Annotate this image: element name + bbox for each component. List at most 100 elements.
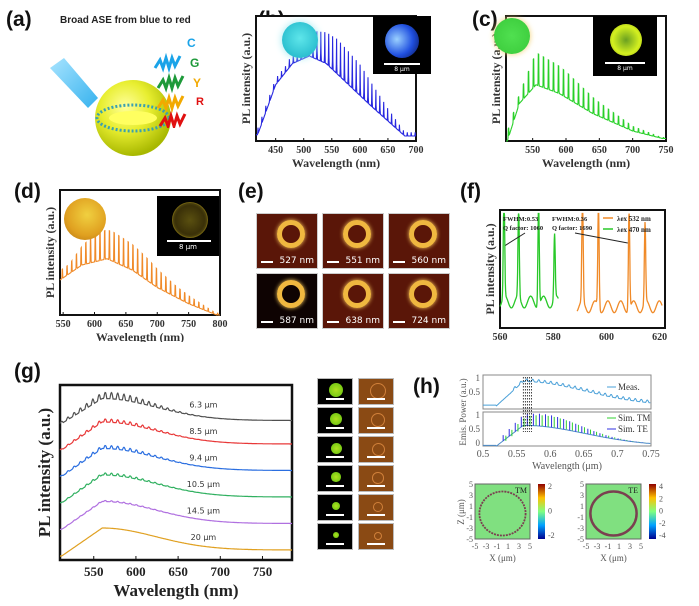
scale-bar [393,261,405,263]
x-axis-label: Wavelength (μm) [532,461,602,472]
x-axis-label: Wavelength (nm) [113,581,238,600]
y-tick-label: 3 [469,491,473,500]
scale-bar [261,321,273,323]
orange-microsphere-photo [64,198,106,240]
x-tick-label: 700 [211,564,231,579]
colorbar-tick-label: 0 [659,507,663,516]
y-tick-label: 1 [476,373,481,383]
x-tick-label: 650 [592,145,607,156]
series-line [59,499,292,531]
inset-fluorescence-c: 8 μm [593,16,657,76]
panel-f-label: (f) [460,180,481,203]
annotation-arrow [505,232,526,246]
fluorescence-thumbnail [317,436,353,463]
chart-f: 560580600620Wavelength (nm)PL intensity … [483,209,667,342]
colorbar-tick-label: 2 [548,482,552,491]
annotation-fwhm-2: FWHM:0.36 [552,216,588,223]
scale-bar [384,63,420,65]
mode-image-tile: 724 nm [388,273,450,329]
x-tick-label: 0.6 [544,449,557,460]
panel-h-label: (h) [413,375,440,398]
field-map-TM [474,483,531,540]
series-label: 8.5 μm [189,427,217,436]
scale-bar [167,240,211,242]
x-tick-label: 750 [659,145,674,156]
mode-ring-pattern [343,220,371,248]
annotation-q-2: Q factor: 1690 [552,225,592,232]
scale-bar [393,321,405,323]
scale-bar [367,514,385,516]
map-tag: TE [628,486,638,495]
series-line-green-ASE [506,53,666,142]
panel-a-label: (a) [6,8,32,31]
field-ring [589,490,638,537]
mode-ring-pattern [409,280,437,308]
ase-illustration [50,58,171,156]
series-label: 6.3 μm [189,401,217,410]
emission-wave-yellow [156,92,185,114]
mode-image-tile: 551 nm [322,213,384,269]
mode-image-tile: 527 nm [256,213,318,269]
brightfield-thumbnail [358,407,394,434]
panel-a-title: Broad ASE from blue to red [60,15,191,26]
x-tick-label: 600 [559,145,574,156]
x-tick-label: 500 [296,145,311,156]
x-tick-label: 0.75 [642,449,660,460]
subplot-frame-measured [482,374,652,410]
y-axis-label: Emis. Power (a.u.) [458,378,468,445]
x-tick-label: 3 [628,542,632,551]
map-tag: TM [515,486,527,495]
y-axis-label: PL intensity (a.u.) [483,223,497,314]
y-axis-label: PL intensity (a.u.) [239,33,253,124]
legend-label: Meas. [618,382,640,392]
x-tick-label: 450 [268,145,283,156]
x-tick-label: 550 [525,145,540,156]
legend-label: λex 470 nm [617,226,651,234]
mode-image-tile: 587 nm [256,273,318,329]
y-tick-label: -1 [466,513,473,522]
y-axis-label: PL intensity (a.u.) [43,207,57,298]
mode-ring-pattern [277,220,305,248]
scale-bar [326,456,344,458]
y-axis-label: PL intensity (a.u.) [35,408,54,537]
annotation-arrow [574,232,628,244]
y-axis-label: PL intensity (a.u.) [489,33,503,124]
x-tick-label: 0.65 [575,449,593,460]
mode-ring-pattern [277,280,305,308]
series-line-envelope [483,424,651,447]
x-tick-label: 580 [546,332,561,342]
scale-label: 8 μm [394,66,410,73]
x-tick-label: 0.7 [611,449,624,460]
x-tick-label: 700 [150,319,165,330]
x-tick-label: 700 [409,145,424,156]
legend-label: Sim. TM [618,413,650,423]
chart-h: 10.510.500.5 0.55 0.6 0.65 0.7 0.75Wavelength… [458,373,660,472]
annotation-fwhm-1: FWHM:0.53 [503,216,539,223]
y-tick-label: 0 [476,438,481,448]
y-tick-label: -5 [466,535,473,544]
mode-ring-pattern [409,220,437,248]
x-tick-label: 650 [380,145,395,156]
colorbar [538,484,545,539]
mode-image-tile: 638 nm [322,273,384,329]
brightfield-thumbnail [358,465,394,492]
series-label: 20 μm [191,533,217,542]
x-tick-label: 550 [84,564,104,579]
x-axis-label: X (μm) [600,553,627,563]
chart-g: 550 600 650 700 750 Wavelength (nm) PL intensi… [35,383,294,600]
colorbar [649,484,656,539]
colorbar-tick-label: 0 [548,507,552,516]
scale-bar [327,261,339,263]
x-tick-label: 650 [118,319,133,330]
x-tick-label: -5 [583,542,590,551]
x-axis-label: Wavelength (nm) [292,156,380,170]
scale-bar [261,261,273,263]
panel-c-label: (c) [472,8,498,31]
x-tick-label: 5 [528,542,532,551]
series-line [59,444,292,477]
y-tick-label: -1 [577,513,584,522]
series-line [59,418,292,451]
colorbar-tick-label: 4 [659,482,663,491]
legend-label: λex 532 nm [617,215,651,223]
y-tick-label: 1 [476,410,481,420]
